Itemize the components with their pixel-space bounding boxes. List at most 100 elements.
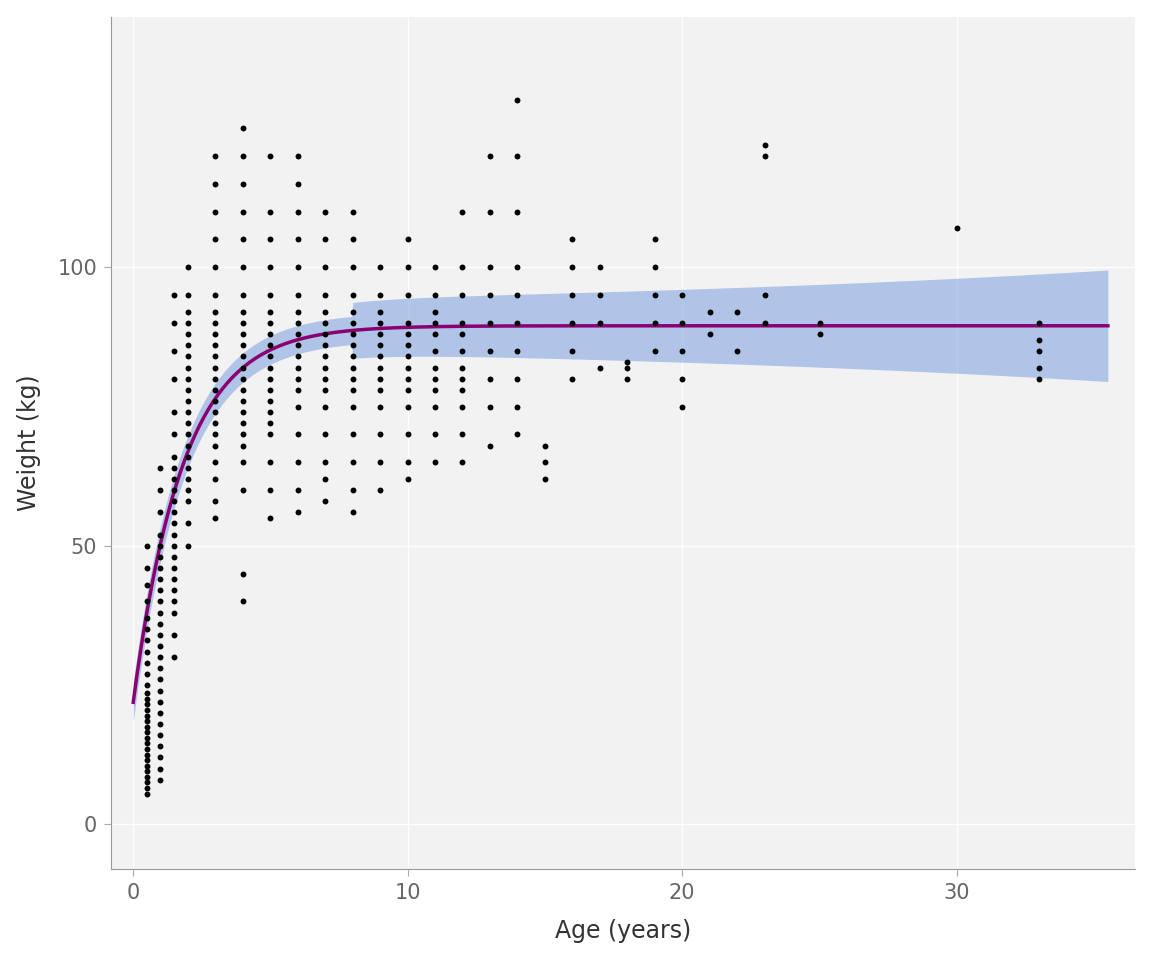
- Point: [234, 360, 252, 375]
- Point: [137, 758, 156, 774]
- Point: [137, 655, 156, 670]
- Point: [137, 708, 156, 723]
- Point: [343, 505, 362, 520]
- Point: [234, 259, 252, 275]
- Point: [206, 231, 225, 247]
- Point: [371, 338, 389, 353]
- Point: [453, 204, 471, 219]
- Point: [206, 148, 225, 163]
- Point: [480, 438, 499, 453]
- Point: [262, 287, 280, 302]
- Point: [151, 738, 169, 754]
- Point: [1030, 371, 1048, 386]
- Point: [288, 259, 306, 275]
- Point: [151, 638, 169, 654]
- Point: [371, 382, 389, 397]
- Point: [426, 343, 445, 358]
- Point: [206, 404, 225, 420]
- Point: [810, 315, 828, 330]
- Point: [316, 338, 334, 353]
- Point: [137, 691, 156, 707]
- Point: [165, 561, 183, 576]
- Point: [151, 538, 169, 553]
- Point: [399, 371, 417, 386]
- Point: [645, 315, 664, 330]
- Point: [234, 371, 252, 386]
- Point: [288, 304, 306, 320]
- Point: [262, 231, 280, 247]
- Point: [137, 666, 156, 682]
- Point: [371, 426, 389, 442]
- Point: [151, 672, 169, 687]
- Point: [480, 204, 499, 219]
- Point: [206, 287, 225, 302]
- Point: [426, 371, 445, 386]
- Point: [234, 148, 252, 163]
- Point: [165, 549, 183, 564]
- Point: [343, 382, 362, 397]
- Point: [288, 287, 306, 302]
- Point: [206, 493, 225, 509]
- Point: [179, 394, 197, 409]
- Point: [137, 538, 156, 553]
- Point: [756, 287, 774, 302]
- Point: [453, 287, 471, 302]
- Point: [316, 454, 334, 469]
- Point: [536, 454, 554, 469]
- Point: [480, 343, 499, 358]
- Point: [563, 287, 582, 302]
- Point: [288, 148, 306, 163]
- Point: [810, 326, 828, 342]
- Point: [399, 287, 417, 302]
- Point: [206, 338, 225, 353]
- Point: [728, 343, 746, 358]
- Point: [316, 287, 334, 302]
- Point: [206, 360, 225, 375]
- Point: [343, 338, 362, 353]
- Point: [508, 148, 526, 163]
- Point: [288, 482, 306, 497]
- Point: [619, 354, 637, 370]
- Point: [137, 769, 156, 784]
- Point: [728, 304, 746, 320]
- Point: [151, 571, 169, 587]
- Point: [673, 287, 691, 302]
- Point: [165, 426, 183, 442]
- Point: [262, 348, 280, 364]
- Point: [288, 315, 306, 330]
- Point: [206, 259, 225, 275]
- Point: [137, 725, 156, 740]
- Point: [343, 326, 362, 342]
- Point: [137, 611, 156, 626]
- Point: [399, 426, 417, 442]
- Point: [165, 583, 183, 598]
- Point: [179, 371, 197, 386]
- Point: [234, 382, 252, 397]
- Point: [453, 259, 471, 275]
- Point: [399, 231, 417, 247]
- Point: [343, 204, 362, 219]
- Point: [1030, 315, 1048, 330]
- Point: [151, 750, 169, 765]
- Point: [316, 231, 334, 247]
- Point: [673, 398, 691, 414]
- Point: [700, 304, 719, 320]
- Point: [288, 505, 306, 520]
- Point: [234, 287, 252, 302]
- Point: [316, 382, 334, 397]
- Point: [137, 633, 156, 648]
- Point: [645, 287, 664, 302]
- Point: [288, 426, 306, 442]
- Point: [206, 416, 225, 431]
- Point: [234, 438, 252, 453]
- Point: [206, 510, 225, 525]
- Point: [137, 577, 156, 592]
- Point: [316, 315, 334, 330]
- Point: [206, 371, 225, 386]
- Point: [619, 360, 637, 375]
- Point: [426, 304, 445, 320]
- Point: [165, 594, 183, 610]
- Point: [179, 287, 197, 302]
- Point: [508, 92, 526, 108]
- Point: [179, 482, 197, 497]
